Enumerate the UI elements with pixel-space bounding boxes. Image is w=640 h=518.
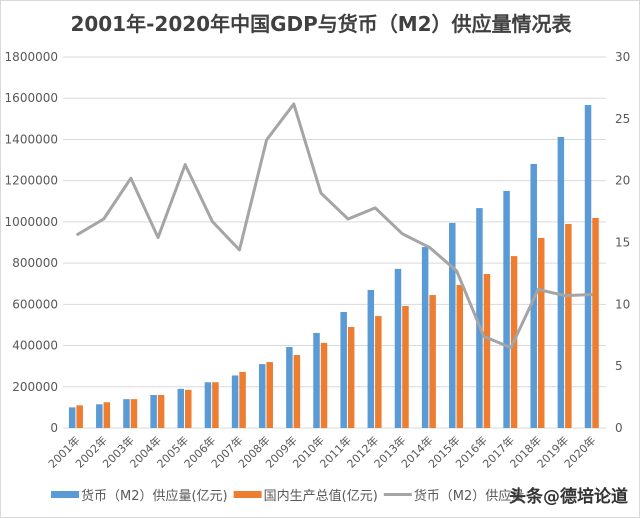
bar-m2	[394, 268, 402, 428]
chart-title: 2001年-2020年中国GDP与货币（M2）供应量情况表	[70, 12, 572, 36]
y-left-tick-label: 800000	[12, 256, 58, 270]
y-right-tick-label: 30	[615, 50, 630, 64]
bar-m2	[584, 105, 592, 428]
bar-m2	[313, 332, 320, 428]
bar-m2	[286, 346, 293, 428]
bar-m2	[449, 222, 456, 428]
bar-m2	[204, 382, 212, 428]
legend-swatch	[51, 491, 79, 498]
bar-gdp	[456, 284, 464, 428]
bar-gdp	[592, 217, 599, 428]
y-right-tick-label: 15	[615, 236, 630, 250]
bar-gdp	[402, 305, 409, 428]
bar-m2	[258, 364, 266, 428]
bar-gdp	[130, 399, 138, 428]
legend-label: 国内生产总值(亿元)	[264, 488, 378, 504]
y-left-tick-label: 0	[50, 421, 58, 435]
bar-m2	[231, 375, 239, 428]
y-left-tick-label: 400000	[12, 339, 58, 353]
bar-m2	[476, 208, 483, 428]
y-right-tick-label: 20	[615, 174, 630, 188]
watermark: 头条@德培论道	[509, 486, 628, 507]
y-left-tick-label: 1200000	[5, 174, 58, 188]
bar-gdp	[266, 362, 273, 428]
y-left-tick-label: 600000	[12, 297, 58, 311]
y-left-tick-label: 200000	[12, 380, 58, 394]
series-line	[75, 102, 593, 350]
bar-m2	[96, 404, 103, 428]
bar-m2	[503, 190, 510, 428]
bar-gdp	[565, 223, 572, 428]
bar-m2	[367, 289, 375, 428]
y-left-tick-label: 1600000	[5, 91, 58, 105]
legend-label: 货币（M2）供应量(亿元)	[81, 488, 228, 504]
y-left-tick-label: 1800000	[5, 50, 58, 64]
bar-gdp	[185, 389, 192, 428]
y-right-tick-label: 5	[615, 359, 623, 373]
bar-gdp	[347, 327, 355, 428]
bar-m2	[421, 247, 429, 428]
bar-m2	[68, 407, 76, 428]
y-left-tick-label: 1000000	[5, 215, 58, 229]
bar-gdp	[76, 405, 83, 428]
bar-m2	[150, 395, 157, 428]
bar-m2	[177, 388, 185, 428]
bar-m2	[123, 399, 130, 428]
bar-gdp	[429, 295, 436, 428]
bar-gdp	[239, 371, 246, 428]
y-right-tick-label: 0	[615, 421, 623, 435]
legend-label: 货币（M2）供应量	[414, 488, 525, 504]
bar-gdp	[157, 395, 165, 428]
bar-gdp	[103, 402, 111, 428]
bar-gdp	[320, 342, 328, 428]
bar-gdp	[537, 237, 545, 428]
bar-m2	[557, 136, 565, 428]
bar-gdp	[293, 355, 301, 428]
bar-m2	[340, 311, 347, 428]
legend-swatch	[233, 491, 262, 498]
y-right-tick-label: 25	[615, 112, 630, 126]
bar-gdp	[483, 274, 491, 428]
y-right-tick-label: 10	[615, 297, 630, 311]
bar-gdp	[212, 382, 219, 428]
bar-gdp	[375, 316, 382, 428]
y-left-tick-label: 1400000	[5, 132, 58, 146]
